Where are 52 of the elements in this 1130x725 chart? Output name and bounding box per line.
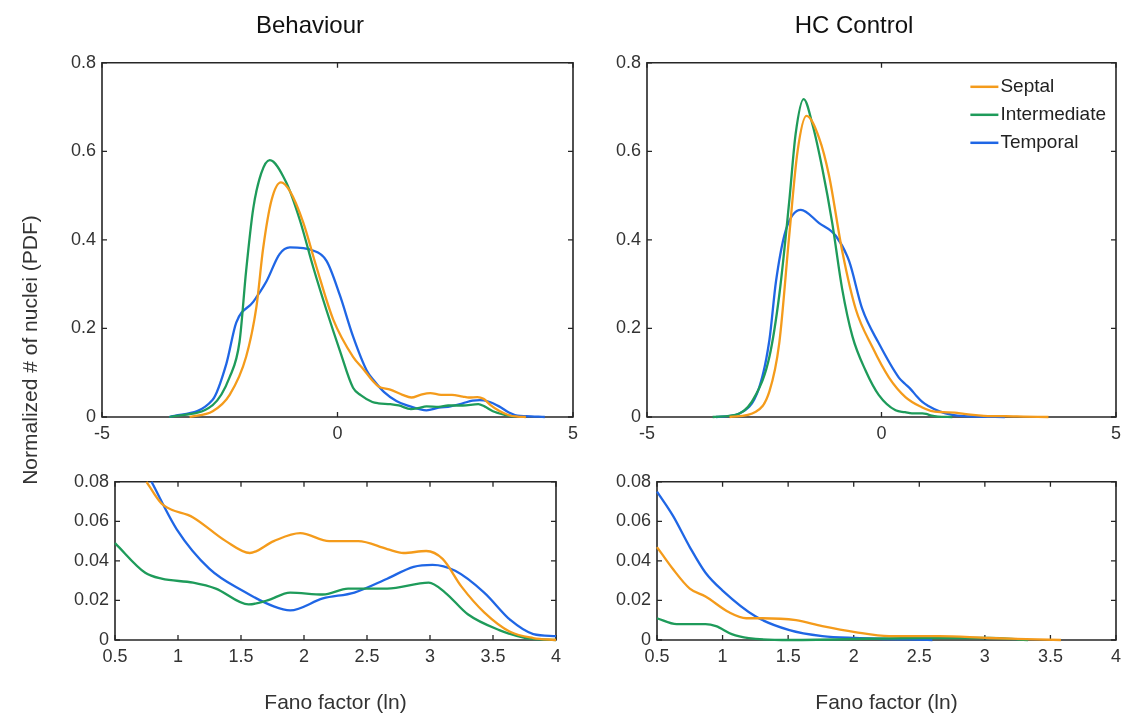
x-tick-label: 0 [876, 422, 887, 443]
x-tick-label: 5 [567, 422, 579, 443]
legend-label: Temporal [1000, 131, 1079, 153]
line-series [711, 97, 954, 419]
x-tick-label: 1 [172, 645, 184, 666]
y-tick-label: 0.8 [70, 51, 96, 72]
y-tick-label: 0.04 [73, 549, 109, 570]
y-tick-label: 0.02 [615, 589, 651, 610]
y-tick-label: 0.04 [615, 549, 651, 570]
x-tick-label: 2.5 [906, 645, 932, 666]
x-tick-label: 3 [979, 645, 990, 666]
line-series [168, 159, 516, 419]
x-tick-label: 3.5 [1037, 645, 1063, 666]
legend-label: Septal [1000, 75, 1055, 97]
x-tick-label: 1.5 [775, 645, 801, 666]
x-tick-label: 2 [298, 645, 310, 666]
y-axis-title: Normalized # of nuclei (PDF) [18, 215, 42, 485]
line-series [655, 490, 934, 642]
x-tick-label: 3 [424, 645, 436, 666]
y-tick-label: 0.06 [615, 510, 651, 531]
y-tick-label: 0.6 [70, 140, 96, 161]
y-tick-label: 0 [630, 405, 641, 426]
legend-label: Intermediate [1000, 103, 1107, 125]
y-tick-label: 0.4 [70, 228, 96, 249]
y-tick-label: 0.4 [615, 228, 641, 249]
x-tick-label: -5 [93, 422, 111, 443]
line-series [655, 545, 1063, 642]
x-tick-label: -5 [638, 422, 656, 443]
line-series [168, 246, 546, 419]
x-tick-label: 1.5 [228, 645, 254, 666]
x-tick-label: 1 [717, 645, 728, 666]
y-tick-label: 0.08 [73, 470, 109, 491]
x-tick-label: 2 [848, 645, 859, 666]
x-axis-title: Fano factor (ln) [264, 690, 407, 714]
line-series [188, 181, 528, 419]
y-tick-label: 0.2 [70, 317, 96, 338]
chart-title: Behaviour [255, 11, 365, 39]
x-tick-label: 2.5 [354, 645, 380, 666]
y-tick-label: 0.06 [73, 510, 109, 531]
y-tick-label: 0.2 [615, 317, 641, 338]
x-tick-label: 0 [332, 422, 343, 443]
x-axis-title: Fano factor (ln) [815, 690, 958, 714]
y-tick-label: 0.08 [615, 470, 651, 491]
y-tick-label: 0.8 [615, 51, 641, 72]
y-tick-label: 0.02 [73, 589, 109, 610]
chart-title: HC Control [794, 11, 914, 39]
x-tick-label: 4 [1110, 645, 1122, 666]
x-tick-label: 3.5 [480, 645, 506, 666]
x-tick-label: 5 [1110, 422, 1122, 443]
y-tick-label: 0 [85, 405, 96, 426]
y-tick-label: 0.6 [615, 140, 641, 161]
x-tick-label: 4 [550, 645, 562, 666]
